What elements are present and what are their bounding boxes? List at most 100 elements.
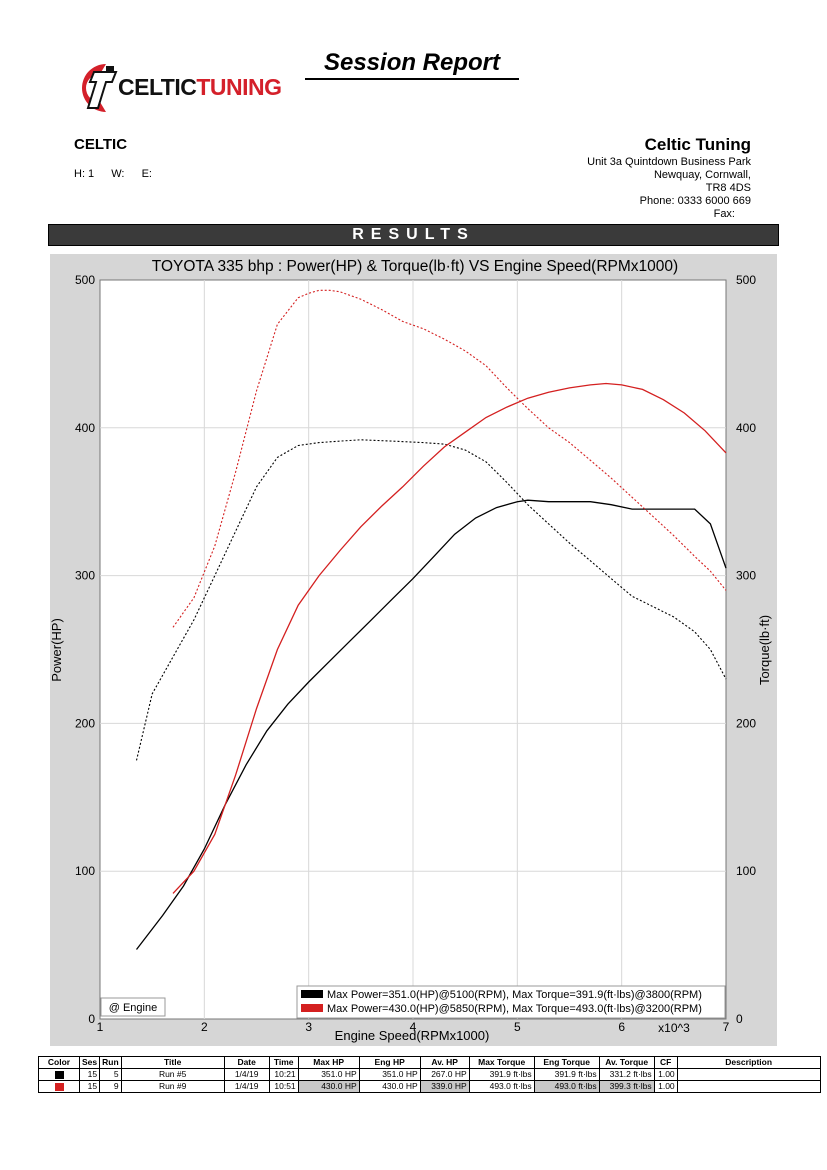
table-header-ses: Ses bbox=[78, 1056, 101, 1069]
x-tick-label-2: 2 bbox=[201, 1020, 208, 1034]
x-tick-label-5: 5 bbox=[514, 1020, 521, 1034]
x-axis-label: Engine Speed(RPMx1000) bbox=[335, 1028, 490, 1043]
phone: Phone: 0333 6000 669 bbox=[639, 195, 751, 207]
y-tick-label-left-100: 100 bbox=[75, 864, 95, 878]
cell-max-torque: 493.0 ft·lbs bbox=[468, 1080, 535, 1093]
table-header-color: Color bbox=[38, 1056, 80, 1069]
y-tick-label-left-0: 0 bbox=[88, 1012, 95, 1026]
x-tick-label-4: 4 bbox=[410, 1020, 417, 1034]
cell-av-hp: 267.0 HP bbox=[419, 1068, 470, 1081]
cell-title: Run #5 bbox=[120, 1068, 225, 1081]
cell-max-hp: 430.0 HP bbox=[297, 1080, 360, 1093]
y-tick-label-left-500: 500 bbox=[75, 273, 95, 287]
run-table: Color Ses Run Title Date Time Max HP Eng HP Av. … bbox=[38, 1056, 821, 1093]
x-tick-label-3: 3 bbox=[305, 1020, 312, 1034]
cell-max-hp: 351.0 HP bbox=[297, 1068, 360, 1081]
cell-av-torque: 331.2 ft·lbs bbox=[598, 1068, 655, 1081]
cell-run: 9 bbox=[99, 1080, 122, 1093]
x-tick-label-6: 6 bbox=[618, 1020, 625, 1034]
cell-av-torque: 399.3 ft·lbs bbox=[598, 1080, 655, 1093]
cell-description bbox=[676, 1080, 821, 1093]
legend-text-run5: Max Power=351.0(HP)@5100(RPM), Max Torqu… bbox=[327, 989, 702, 1001]
cell-date: 1/4/19 bbox=[223, 1068, 270, 1081]
vehicle-e: E: bbox=[141, 168, 152, 180]
table-header-description: Description bbox=[676, 1056, 821, 1069]
engine-badge: @ Engine bbox=[100, 997, 166, 1017]
y-tick-label-right-500: 500 bbox=[736, 273, 756, 287]
cell-eng-hp: 430.0 HP bbox=[358, 1080, 421, 1093]
logo-text: CELTICTUNING bbox=[118, 74, 282, 101]
celtic-tuning-logo bbox=[82, 64, 118, 112]
vehicle-h: H: 1 bbox=[74, 168, 95, 180]
y-tick-label-right-0: 0 bbox=[736, 1012, 743, 1026]
table-header-time: Time bbox=[268, 1056, 299, 1069]
legend-text-run9: Max Power=430.0(HP)@5850(RPM), Max Torqu… bbox=[327, 1003, 702, 1015]
y-tick-label-left-200: 200 bbox=[75, 716, 95, 730]
legend: Max Power=351.0(HP)@5100(RPM), Max Torqu… bbox=[296, 985, 726, 1019]
cell-time: 10:51 bbox=[268, 1080, 299, 1093]
cell-ses: 15 bbox=[78, 1080, 101, 1093]
table-header-eng-hp: Eng HP bbox=[358, 1056, 421, 1069]
cell-cf: 1.00 bbox=[653, 1068, 678, 1081]
cell-eng-torque: 493.0 ft·lbs bbox=[533, 1080, 600, 1093]
row-color-swatch bbox=[38, 1080, 80, 1093]
x-tick-label-7: 7 bbox=[723, 1020, 730, 1034]
vehicle-info: H: 1 W: E: bbox=[74, 168, 166, 180]
cell-max-torque: 391.9 ft·lbs bbox=[468, 1068, 535, 1081]
address-line-2: Newquay, Cornwall, bbox=[653, 169, 751, 181]
engine-badge-text: @ Engine bbox=[109, 1002, 157, 1014]
table-header-eng-torque: Eng Torque bbox=[533, 1056, 600, 1069]
cell-run: 5 bbox=[99, 1068, 122, 1081]
x-multiplier-label: x10^3 bbox=[658, 1021, 690, 1035]
legend-box bbox=[296, 985, 726, 1019]
chart-title: TOYOTA 335 bhp : Power(HP) & Torque(lb·f… bbox=[152, 258, 678, 275]
logo-word-celtic: CELTIC bbox=[118, 74, 197, 100]
row-color-swatch bbox=[38, 1068, 80, 1081]
table-header-av-torque: Av. Torque bbox=[598, 1056, 655, 1069]
y-axis-left-label: Power(HP) bbox=[50, 618, 64, 682]
y-axis-right-label: Torque(lb·ft) bbox=[757, 615, 772, 685]
y-tick-label-right-200: 200 bbox=[736, 716, 756, 730]
customer-name: CELTIC bbox=[74, 136, 128, 153]
company-block: Celtic Tuning Unit 3a Quintdown Business… bbox=[587, 134, 751, 221]
table-header-date: Date bbox=[223, 1056, 270, 1069]
cell-time: 10:21 bbox=[268, 1068, 299, 1081]
cell-description bbox=[676, 1068, 821, 1081]
table-row: 15 9 Run #9 1/4/19 10:51 430.0 HP 430.0 HP 339.… bbox=[38, 1080, 821, 1093]
table-header-max-hp: Max HP bbox=[297, 1056, 360, 1069]
cell-eng-torque: 391.9 ft·lbs bbox=[533, 1068, 600, 1081]
y-tick-label-left-300: 300 bbox=[75, 569, 95, 583]
table-header-cf: CF bbox=[653, 1056, 678, 1069]
table-header-title: Title bbox=[120, 1056, 225, 1069]
series-run9-torque bbox=[172, 289, 727, 628]
cell-av-hp: 339.0 HP bbox=[419, 1080, 470, 1093]
series-group bbox=[135, 289, 727, 950]
x-tick-label-1: 1 bbox=[97, 1020, 104, 1034]
logo-word-tuning: TUNING bbox=[196, 74, 282, 100]
cell-cf: 1.00 bbox=[653, 1080, 678, 1093]
fax: Fax: bbox=[713, 208, 735, 220]
y-tick-label-right-300: 300 bbox=[736, 569, 756, 583]
dyno-chart: TOYOTA 335 bhp : Power(HP) & Torque(lb·f… bbox=[50, 254, 777, 1046]
table-row: 15 5 Run #5 1/4/19 10:21 351.0 HP 351.0 HP 267.… bbox=[38, 1068, 821, 1081]
series-run5-power bbox=[135, 499, 727, 950]
y-tick-label-left-400: 400 bbox=[75, 421, 95, 435]
table-header-run: Run bbox=[99, 1056, 122, 1069]
y-tick-label-right-100: 100 bbox=[736, 864, 756, 878]
cell-title: Run #9 bbox=[120, 1080, 225, 1093]
company-name: Celtic Tuning bbox=[644, 135, 751, 154]
legend-swatch-run9 bbox=[301, 1004, 323, 1012]
cell-date: 1/4/19 bbox=[223, 1080, 270, 1093]
series-run9-power bbox=[172, 382, 727, 894]
table-header-row: Color Ses Run Title Date Time Max HP Eng HP Av. … bbox=[38, 1056, 821, 1069]
legend-swatch-run5 bbox=[301, 990, 323, 998]
address-line-1: Unit 3a Quintdown Business Park bbox=[587, 156, 751, 168]
report-title: Session Report bbox=[305, 48, 519, 80]
y-tick-label-right-400: 400 bbox=[736, 421, 756, 435]
table-header-max-torque: Max Torque bbox=[468, 1056, 535, 1069]
vehicle-w: W: bbox=[111, 168, 125, 180]
results-bar: RESULTS bbox=[48, 224, 779, 246]
cell-ses: 15 bbox=[78, 1068, 101, 1081]
table-header-av-hp: Av. HP bbox=[419, 1056, 470, 1069]
